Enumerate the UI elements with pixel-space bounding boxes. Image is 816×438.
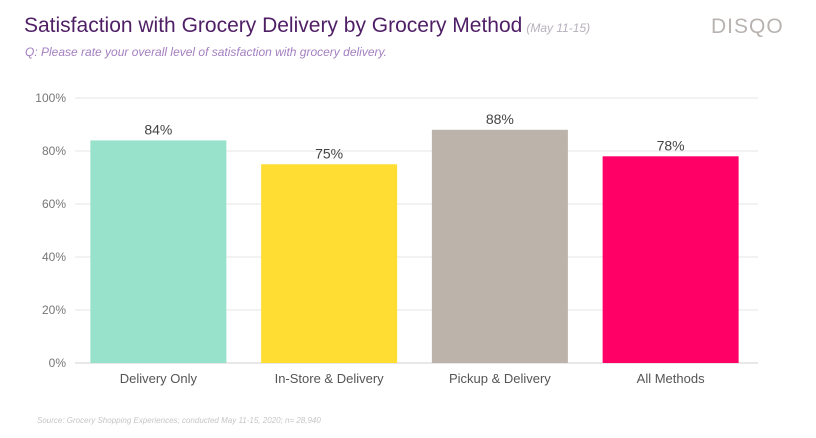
data-label: 84% bbox=[144, 121, 172, 137]
x-tick-label: All Methods bbox=[637, 371, 705, 386]
x-tick-label: Pickup & Delivery bbox=[449, 371, 551, 386]
data-label: 88% bbox=[486, 111, 514, 127]
bar bbox=[90, 140, 227, 363]
title-text: Satisfaction with Grocery Delivery by Gr… bbox=[24, 14, 523, 37]
x-tick-label: In-Store & Delivery bbox=[275, 371, 385, 386]
data-label: 75% bbox=[315, 145, 343, 161]
bar bbox=[431, 129, 568, 363]
chart-subtitle: Q: Please rate your overall level of sat… bbox=[25, 45, 387, 59]
y-tick-label: 80% bbox=[42, 144, 66, 158]
source-note: Source: Grocery Shopping Experiences; co… bbox=[37, 416, 321, 425]
disqo-logo: DISQO bbox=[711, 15, 784, 38]
bar bbox=[602, 156, 739, 363]
date-range: (May 11-15) bbox=[526, 21, 591, 35]
bar bbox=[261, 164, 398, 363]
y-tick-label: 20% bbox=[42, 303, 66, 317]
y-tick-label: 40% bbox=[42, 250, 66, 264]
y-tick-label: 0% bbox=[49, 356, 67, 370]
y-tick-label: 60% bbox=[42, 197, 66, 211]
y-tick-label: 100% bbox=[35, 91, 66, 105]
data-label: 78% bbox=[657, 137, 685, 153]
x-tick-label: Delivery Only bbox=[120, 371, 198, 386]
chart-title: Satisfaction with Grocery Delivery by Gr… bbox=[24, 14, 590, 38]
